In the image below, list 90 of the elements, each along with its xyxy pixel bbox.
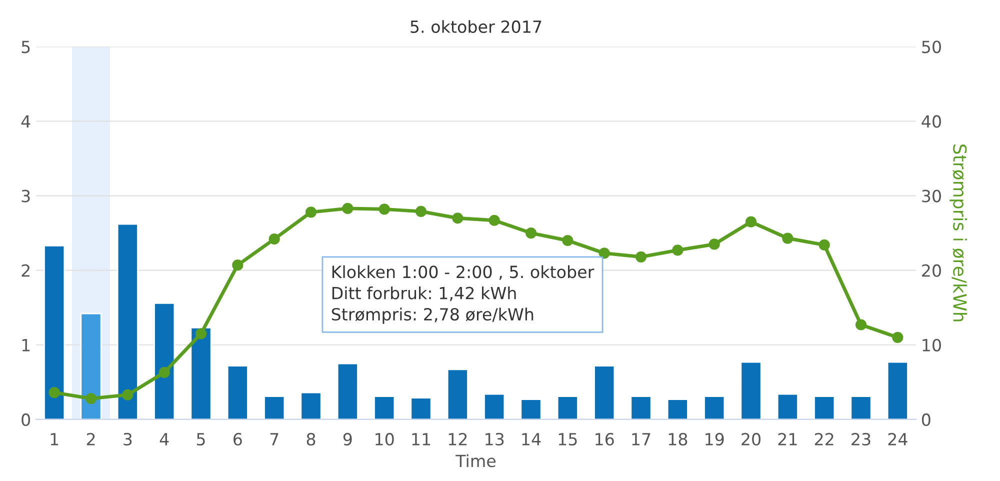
bar [190, 327, 212, 420]
bar [80, 312, 102, 420]
chart-title: 5. oktober 2017 [410, 20, 542, 34]
bar [116, 223, 138, 420]
point [708, 238, 720, 250]
x-tick-label: 20 [742, 432, 760, 446]
bar [814, 396, 836, 420]
bar [44, 245, 66, 420]
x-tick-label: 1 [50, 433, 58, 446]
y-tick-label: 3 [22, 190, 30, 202]
point [85, 393, 97, 404]
x-tick-label: 2 [86, 432, 95, 446]
y2-tick-label: 40 [922, 115, 941, 128]
bar [594, 365, 616, 420]
bar [520, 398, 542, 420]
point [782, 232, 794, 244]
x-tick-label: 7 [270, 433, 278, 446]
bar [446, 368, 468, 420]
x-tick-label: 11 [412, 433, 430, 446]
bar [374, 396, 396, 420]
point [122, 389, 134, 400]
bar [886, 361, 908, 420]
point [48, 387, 60, 398]
x-tick-label: 21 [778, 432, 797, 446]
point [745, 216, 757, 228]
y-tick-label: 0 [22, 413, 30, 426]
bar [336, 362, 358, 420]
y2-tick-label: 50 [922, 40, 941, 54]
y-tick-label: 5 [22, 40, 30, 54]
y-tick-label: 1 [22, 339, 30, 352]
x-tick-label: 9 [343, 432, 352, 446]
point [525, 227, 537, 239]
bar [630, 396, 652, 420]
x-tick-label: 23 [852, 432, 870, 446]
x-tick-label: 6 [234, 432, 242, 446]
point [635, 251, 647, 262]
y-tick-label: 2 [22, 264, 30, 277]
x-tick-label: 8 [306, 432, 316, 446]
x-tick-label: 22 [814, 432, 834, 446]
point [672, 244, 684, 256]
x-tick-label: 15 [558, 433, 577, 446]
point [158, 366, 170, 378]
x-tick-label: 18 [668, 432, 688, 446]
point [488, 214, 500, 226]
x-tick-label: 24 [888, 432, 908, 446]
x-tick-label: 16 [596, 432, 614, 446]
annotation: Ditt forbruk: 1,42 kWh [332, 286, 516, 302]
bar [300, 392, 322, 420]
point [195, 328, 207, 340]
point [452, 212, 464, 224]
bar [484, 393, 506, 420]
y2-axis-title: Strømpris i øre/kWh [950, 144, 968, 322]
bar [556, 396, 578, 420]
point [818, 239, 830, 251]
x-tick-label: 5 [196, 433, 205, 446]
x-axis-title: Time [456, 454, 496, 468]
point [892, 332, 904, 343]
x-tick-label: 19 [706, 432, 724, 446]
bar [740, 361, 762, 420]
point [342, 202, 354, 214]
point [598, 248, 610, 259]
bar [410, 397, 432, 420]
bar [850, 396, 872, 420]
point [415, 206, 427, 217]
bar [154, 302, 176, 420]
bar [776, 393, 798, 420]
annotation: Strømpris: 2,78 øre/kWh [332, 308, 534, 324]
point [562, 234, 574, 246]
bar [264, 396, 286, 420]
bar [666, 398, 688, 420]
x-tick-label: 17 [632, 433, 650, 446]
y2-tick-label: 20 [922, 264, 941, 277]
point [232, 260, 244, 271]
y-tick-label: 4 [21, 115, 30, 128]
point [305, 206, 317, 218]
bar [704, 396, 726, 420]
x-tick-label: 4 [160, 433, 169, 446]
point [855, 319, 867, 330]
y2-tick-label: 30 [922, 190, 941, 202]
annotation: Klokken 1:00 - 2:00 , 5. oktober [332, 265, 594, 280]
x-tick-label: 10 [376, 432, 394, 446]
bar [226, 365, 248, 420]
x-tick-label: 12 [448, 432, 467, 446]
x-tick-label: 13 [486, 432, 504, 446]
point [268, 233, 280, 245]
y2-tick-label: 0 [922, 413, 930, 426]
y2-tick-label: 10 [922, 338, 941, 352]
x-tick-label: 3 [124, 432, 132, 446]
point [378, 204, 390, 215]
x-tick-label: 14 [522, 433, 541, 446]
